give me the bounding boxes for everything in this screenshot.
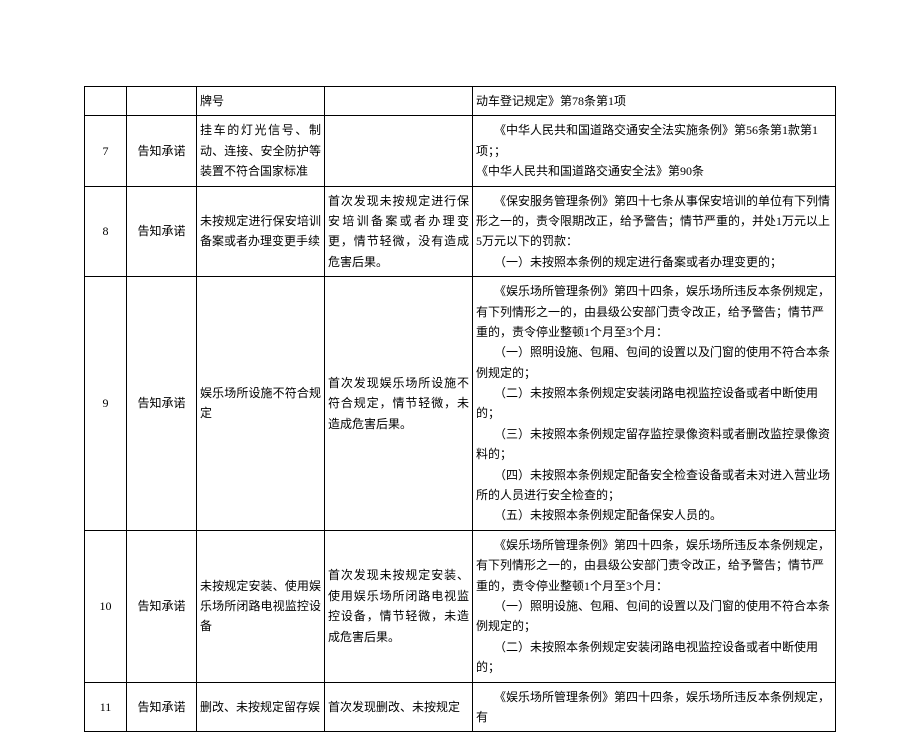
cell-index: 8 xyxy=(85,186,127,277)
cell-basis: 《保安服务管理条例》第四十七条从事保安培训的单位有下列情形之一的，责令限期改正，… xyxy=(473,186,836,277)
table-row: 7告知承诺挂车的灯光信号、制动、连接、安全防护等装置不符合国家标准 《中华人民共… xyxy=(85,116,836,186)
table-row: 11告知承诺删改、未按规定留存娱首次发现删改、未按规定 《娱乐场所管理条例》第四… xyxy=(85,682,836,732)
cell-basis-line: （二）未按照本条例规定安装闭路电视监控设备或者中断使用的； xyxy=(476,383,832,424)
table-row: 8告知承诺未按规定进行保安培训备案或者办理变更手续首次发现未按规定进行保安培训备… xyxy=(85,186,836,277)
cell-violation: 牌号 xyxy=(197,87,325,116)
cell-type: 告知承诺 xyxy=(127,116,197,186)
cell-circumstance: 首次发现删改、未按规定 xyxy=(325,682,473,732)
cell-violation: 未按规定安装、使用娱乐场所闭路电视监控设备 xyxy=(197,530,325,682)
table-row: 牌号 动车登记规定》第78条第1项 xyxy=(85,87,836,116)
cell-basis-line: 《娱乐场所管理条例》第四十四条，娱乐场所违反本条例规定，有下列情形之一的，由县级… xyxy=(476,281,832,342)
cell-violation: 未按规定进行保安培训备案或者办理变更手续 xyxy=(197,186,325,277)
cell-basis-line: （一）照明设施、包厢、包间的设置以及门窗的使用不符合本条例规定的； xyxy=(476,596,832,637)
cell-circumstance: 首次发现未按规定进行保安培训备案或者办理变更，情节轻微，没有造成危害后果。 xyxy=(325,186,473,277)
cell-circumstance: 首次发现娱乐场所设施不符合规定，情节轻微，未造成危害后果。 xyxy=(325,277,473,531)
cell-basis-line: （三）未按照本条例规定留存监控录像资料或者删改监控录像资料的； xyxy=(476,424,832,465)
cell-basis: 《娱乐场所管理条例》第四十四条，娱乐场所违反本条例规定，有下列情形之一的，由县级… xyxy=(473,530,836,682)
cell-basis: 《中华人民共和国道路交通安全法实施条例》第56条第1款第1项；；《中华人民共和国… xyxy=(473,116,836,186)
cell-basis-line: （四）未按照本条例规定配备安全检查设备或者未对进入营业场所的人员进行安全检查的； xyxy=(476,465,832,506)
regulations-table: 牌号动车登记规定》第78条第1项7告知承诺挂车的灯光信号、制动、连接、安全防护等… xyxy=(84,86,836,732)
cell-basis-line: 《娱乐场所管理条例》第四十四条，娱乐场所违反本条例规定，有下列情形之一的，由县级… xyxy=(476,535,832,596)
cell-basis-line: （二）未按照本条例规定安装闭路电视监控设备或者中断使用的； xyxy=(476,637,832,678)
cell-type: 告知承诺 xyxy=(127,682,197,732)
cell-violation: 娱乐场所设施不符合规定 xyxy=(197,277,325,531)
table-row: 10告知承诺未按规定安装、使用娱乐场所闭路电视监控设备首次发现未按规定安装、使用… xyxy=(85,530,836,682)
cell-circumstance xyxy=(325,87,473,116)
cell-basis-line: （五）未按照本条例规定配备保安人员的。 xyxy=(476,505,832,525)
cell-index: 11 xyxy=(85,682,127,732)
cell-basis-line: 《中华人民共和国道路交通安全法实施条例》第56条第1款第1项；； xyxy=(476,120,832,161)
cell-circumstance xyxy=(325,116,473,186)
cell-basis: 《娱乐场所管理条例》第四十四条，娱乐场所违反本条例规定，有下列情形之一的，由县级… xyxy=(473,277,836,531)
cell-type: 告知承诺 xyxy=(127,530,197,682)
cell-basis-line: （一）未按照本条例的规定进行备案或者办理变更的； xyxy=(476,252,832,272)
cell-basis-line: （一）照明设施、包厢、包间的设置以及门窗的使用不符合本条例规定的； xyxy=(476,342,832,383)
cell-index: 10 xyxy=(85,530,127,682)
cell-index: 9 xyxy=(85,277,127,531)
cell-basis: 动车登记规定》第78条第1项 xyxy=(473,87,836,116)
cell-type xyxy=(127,87,197,116)
cell-basis: 《娱乐场所管理条例》第四十四条，娱乐场所违反本条例规定，有 xyxy=(473,682,836,732)
cell-index xyxy=(85,87,127,116)
cell-circumstance: 首次发现未按规定安装、使用娱乐场所闭路电视监控设备，情节轻微，未造成危害后果。 xyxy=(325,530,473,682)
cell-basis-line: 《保安服务管理条例》第四十七条从事保安培训的单位有下列情形之一的，责令限期改正，… xyxy=(476,191,832,252)
cell-index: 7 xyxy=(85,116,127,186)
cell-basis-line: 《中华人民共和国道路交通安全法》第90条 xyxy=(476,161,832,181)
cell-violation: 删改、未按规定留存娱 xyxy=(197,682,325,732)
cell-type: 告知承诺 xyxy=(127,277,197,531)
table-row: 9告知承诺娱乐场所设施不符合规定首次发现娱乐场所设施不符合规定，情节轻微，未造成… xyxy=(85,277,836,531)
cell-type: 告知承诺 xyxy=(127,186,197,277)
cell-violation: 挂车的灯光信号、制动、连接、安全防护等装置不符合国家标准 xyxy=(197,116,325,186)
